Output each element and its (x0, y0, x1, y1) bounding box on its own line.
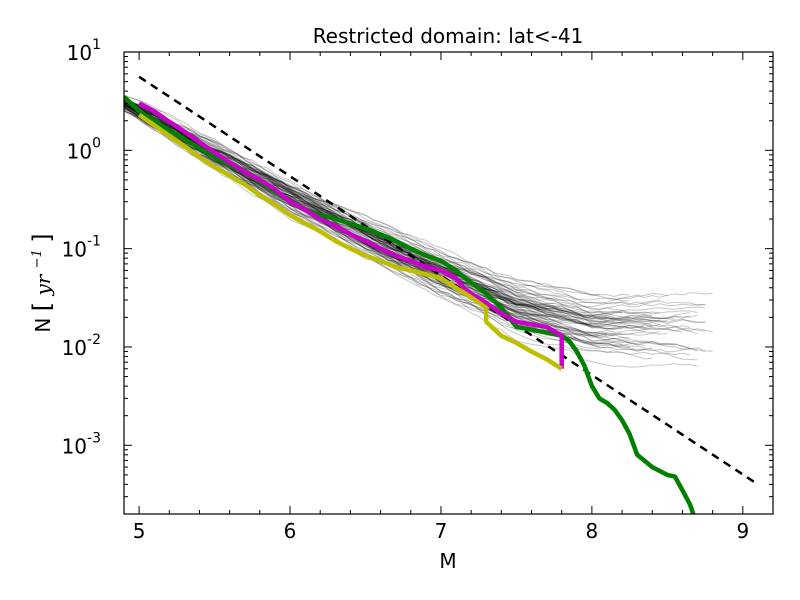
ensemble-line (124, 98, 691, 330)
y-axis-label-bracket-close: ] (28, 233, 56, 242)
y-axis-label-bracket-open: [ (28, 302, 56, 311)
series-line-2 (138, 101, 564, 369)
ensemble-line (124, 108, 698, 352)
ensemble-line (124, 103, 540, 333)
chart-title: Restricted domain: lat<-41 (313, 24, 584, 48)
svg-text:N [ yr: N [ yr −1 ] (22, 233, 56, 332)
ensemble-line (124, 95, 600, 297)
ensemble-line (124, 99, 706, 310)
ensemble-line (124, 99, 706, 306)
y-axis-label: N [ yr −1 ] (22, 233, 56, 332)
series-lines (124, 75, 759, 514)
ensemble-line (124, 97, 713, 300)
y-tick-label: 10-3 (62, 430, 101, 458)
ensemble-line (124, 106, 630, 340)
y-tick-label: 10-2 (62, 332, 101, 360)
ensemble-line (124, 100, 668, 323)
x-tick-label: 8 (586, 519, 599, 543)
ensemble-line (124, 100, 706, 311)
x-tick-label: 7 (435, 519, 448, 543)
x-tick-label: 6 (284, 519, 297, 543)
y-axis-label-unit-exp: −1 (30, 249, 45, 268)
y-tick-label: 100 (67, 135, 101, 163)
ensemble-line (124, 107, 593, 326)
y-tick-label: 101 (67, 37, 101, 65)
plot-frame (123, 51, 774, 515)
x-tick-label: 9 (736, 519, 749, 543)
y-tick-label: 10-1 (62, 234, 101, 262)
ensemble-line (124, 96, 630, 298)
x-tick-label: 5 (133, 519, 146, 543)
series-line-3 (137, 112, 563, 371)
y-axis-label-unit: yr (31, 273, 55, 296)
axis-ticks: 5 6 7 8 9 101 100 10-1 10-2 10-3 (62, 37, 774, 543)
ensemble-line (124, 102, 660, 334)
ensemble-line (124, 110, 698, 368)
ensemble-line (124, 100, 540, 317)
y-axis-label-prefix: N (31, 318, 55, 333)
ensemble-line (124, 100, 660, 315)
x-axis-label: M (439, 549, 456, 573)
ensemble-line (124, 110, 698, 361)
